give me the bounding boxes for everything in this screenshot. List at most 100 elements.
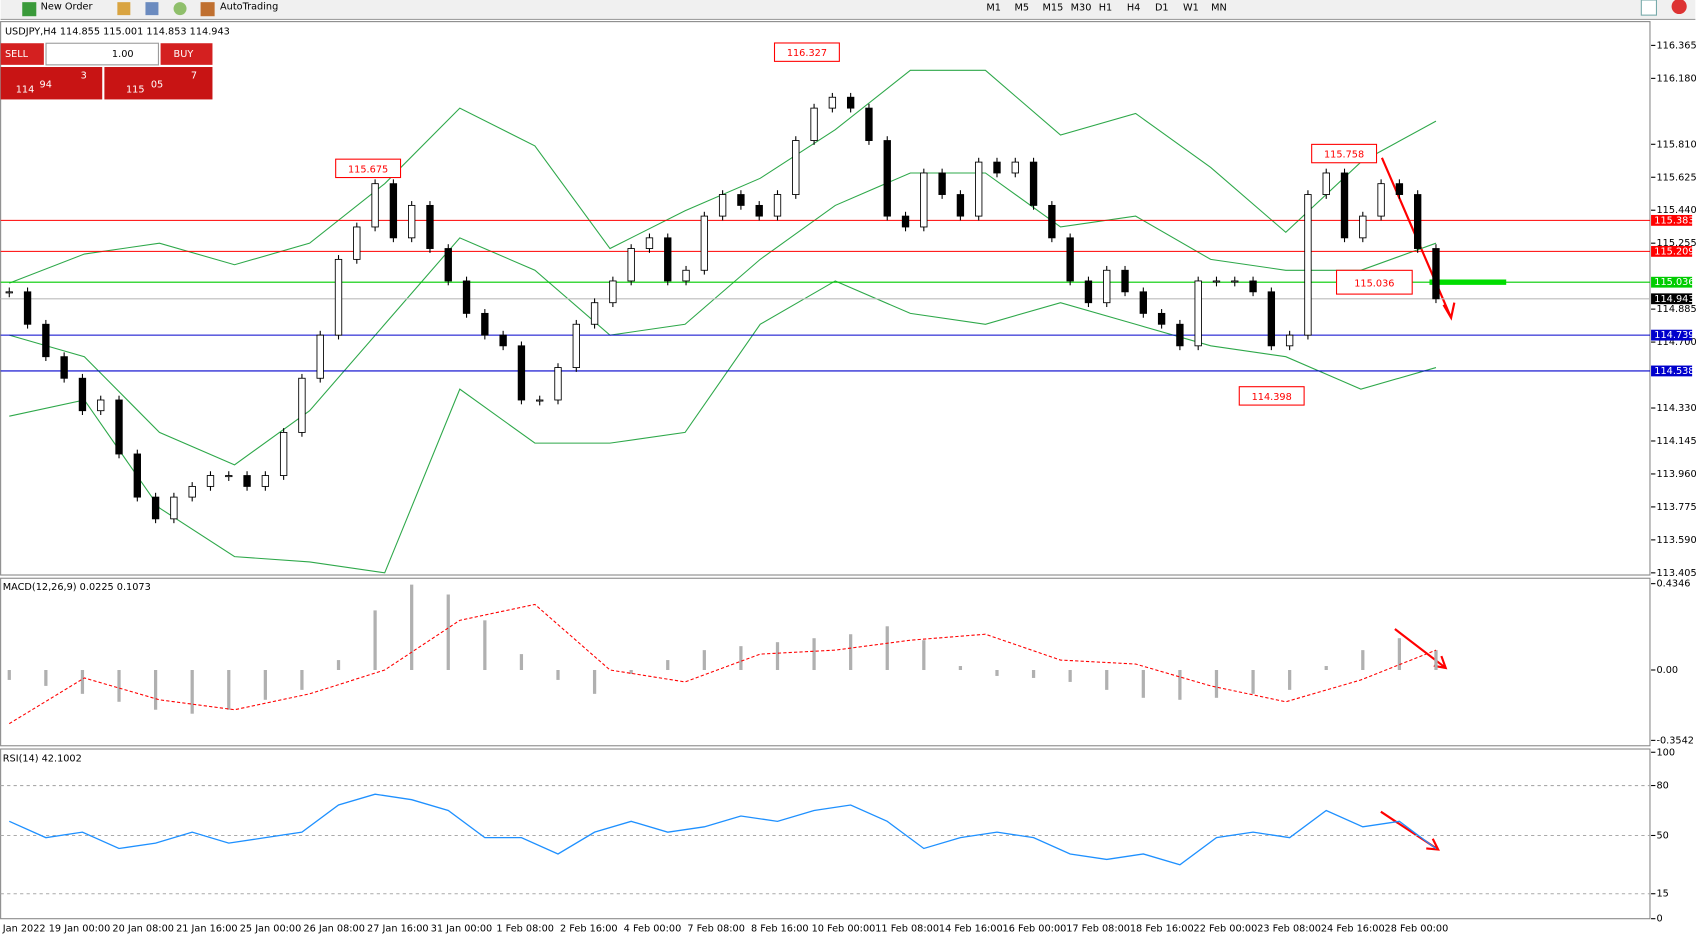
timeframe[interactable]: M15 xyxy=(1043,3,1064,14)
time-label: 4 Feb 00:00 xyxy=(624,923,682,934)
candle xyxy=(316,334,324,379)
candle xyxy=(42,323,50,358)
candle xyxy=(572,323,580,368)
timeframe[interactable]: H4 xyxy=(1127,3,1141,14)
candle xyxy=(1176,323,1184,347)
price-tick-label: 116.180 xyxy=(1656,73,1696,84)
price-tick-label: 114.700 xyxy=(1656,337,1696,348)
autotrading[interactable]: AutoTrading xyxy=(220,1,278,12)
level-tag-label: 114.739 xyxy=(1654,330,1694,341)
candle xyxy=(1157,312,1166,325)
candle xyxy=(1048,204,1056,239)
candle xyxy=(151,496,160,520)
price-tick-label: 115.810 xyxy=(1656,139,1696,150)
price-annotation: 116.327 xyxy=(787,48,827,59)
ask-box[interactable] xyxy=(104,67,213,100)
level-tag xyxy=(1651,214,1693,226)
bid-pips: 94 xyxy=(40,79,52,90)
candle xyxy=(334,258,343,336)
price-tick-label: 113.960 xyxy=(1656,469,1696,480)
candle xyxy=(481,312,489,336)
search[interactable] xyxy=(1640,0,1658,16)
level-tag-label: 115.036 xyxy=(1654,277,1694,288)
candle xyxy=(60,356,68,379)
candle xyxy=(1103,269,1111,304)
price-annotation-box xyxy=(1335,269,1413,295)
time-label: 14 Feb 16:00 xyxy=(939,923,1003,934)
candle xyxy=(517,345,526,401)
timeframe[interactable]: MN xyxy=(1211,3,1227,14)
candle xyxy=(1139,291,1147,314)
new-order-icon[interactable] xyxy=(22,2,37,17)
price-tick-label: 113.775 xyxy=(1656,502,1696,513)
candle xyxy=(865,107,873,141)
new-order[interactable]: New Order xyxy=(41,1,93,12)
candle xyxy=(901,215,910,228)
macd-panel xyxy=(0,577,1651,747)
time-label: Jan 2022 xyxy=(2,923,46,934)
candle xyxy=(1029,161,1038,206)
candle xyxy=(1414,194,1422,249)
sell-button[interactable] xyxy=(0,43,44,65)
candle xyxy=(1340,172,1349,239)
candle xyxy=(188,485,196,498)
buy-button[interactable] xyxy=(160,43,213,65)
autotrading-icon[interactable] xyxy=(200,2,215,17)
macd-label: MACD(12,26,9) 0.0225 0.1073 xyxy=(3,582,151,593)
time-label: 26 Jan 08:00 xyxy=(303,923,365,934)
candle xyxy=(792,140,800,195)
candle xyxy=(773,194,782,217)
time-label: 11 Feb 08:00 xyxy=(875,923,939,934)
time-label: 17 Feb 08:00 xyxy=(1066,923,1130,934)
candle xyxy=(1231,280,1239,283)
timeframe[interactable]: D1 xyxy=(1155,3,1169,14)
timeframe[interactable]: H1 xyxy=(1099,3,1113,14)
candle xyxy=(353,226,361,260)
lots[interactable]: 1.00 xyxy=(112,49,134,60)
candle xyxy=(115,399,123,455)
candle xyxy=(243,475,251,487)
candle xyxy=(1249,280,1257,293)
timeframe[interactable]: M30 xyxy=(1071,3,1092,14)
icon[interactable] xyxy=(173,2,187,16)
bid-box[interactable] xyxy=(0,67,103,100)
price-annotation: 115.675 xyxy=(348,164,388,175)
candle xyxy=(846,96,855,109)
buy-label[interactable]: BUY xyxy=(174,49,194,60)
price-annotation-box xyxy=(335,158,402,179)
timeframe[interactable]: M1 xyxy=(986,3,1001,14)
level-tag xyxy=(1651,276,1693,288)
candle xyxy=(23,291,32,325)
candle xyxy=(718,194,727,217)
time-label: 22 Feb 00:00 xyxy=(1194,923,1258,934)
timeframes: M1 M5 M15 M30 H1 H4 D1 W1 MN xyxy=(986,3,1226,14)
level-tag-label: 114.943 xyxy=(1654,294,1694,305)
sell-label[interactable]: SELL xyxy=(5,49,29,60)
candle xyxy=(682,269,690,282)
icon[interactable] xyxy=(145,2,159,16)
candle xyxy=(408,204,416,239)
candle xyxy=(956,194,965,217)
rsi-tick-label: 15 xyxy=(1656,889,1668,900)
candle xyxy=(828,96,837,109)
price-tick-label: 113.405 xyxy=(1656,568,1696,579)
candle xyxy=(389,183,398,239)
level-tag-label: 115.383 xyxy=(1654,215,1694,226)
candle xyxy=(1212,280,1221,283)
notifications[interactable] xyxy=(1671,0,1687,15)
rsi-tick-label: 0 xyxy=(1656,914,1662,925)
icon[interactable] xyxy=(117,2,131,16)
timeframe[interactable]: M5 xyxy=(1014,3,1029,14)
rsi-tick-label: 80 xyxy=(1656,781,1668,792)
lots-input[interactable] xyxy=(45,42,159,66)
time-label: 19 Jan 00:00 xyxy=(49,923,111,934)
time-label: 10 Feb 00:00 xyxy=(812,923,876,934)
level-tag xyxy=(1651,365,1693,377)
time-label: 23 Feb 08:00 xyxy=(1257,923,1321,934)
macd-tick-label: 0.00 xyxy=(1656,665,1678,676)
candle xyxy=(371,183,379,228)
time-label: 18 Feb 16:00 xyxy=(1130,923,1194,934)
candle xyxy=(609,280,617,304)
timeframe[interactable]: W1 xyxy=(1183,3,1199,14)
